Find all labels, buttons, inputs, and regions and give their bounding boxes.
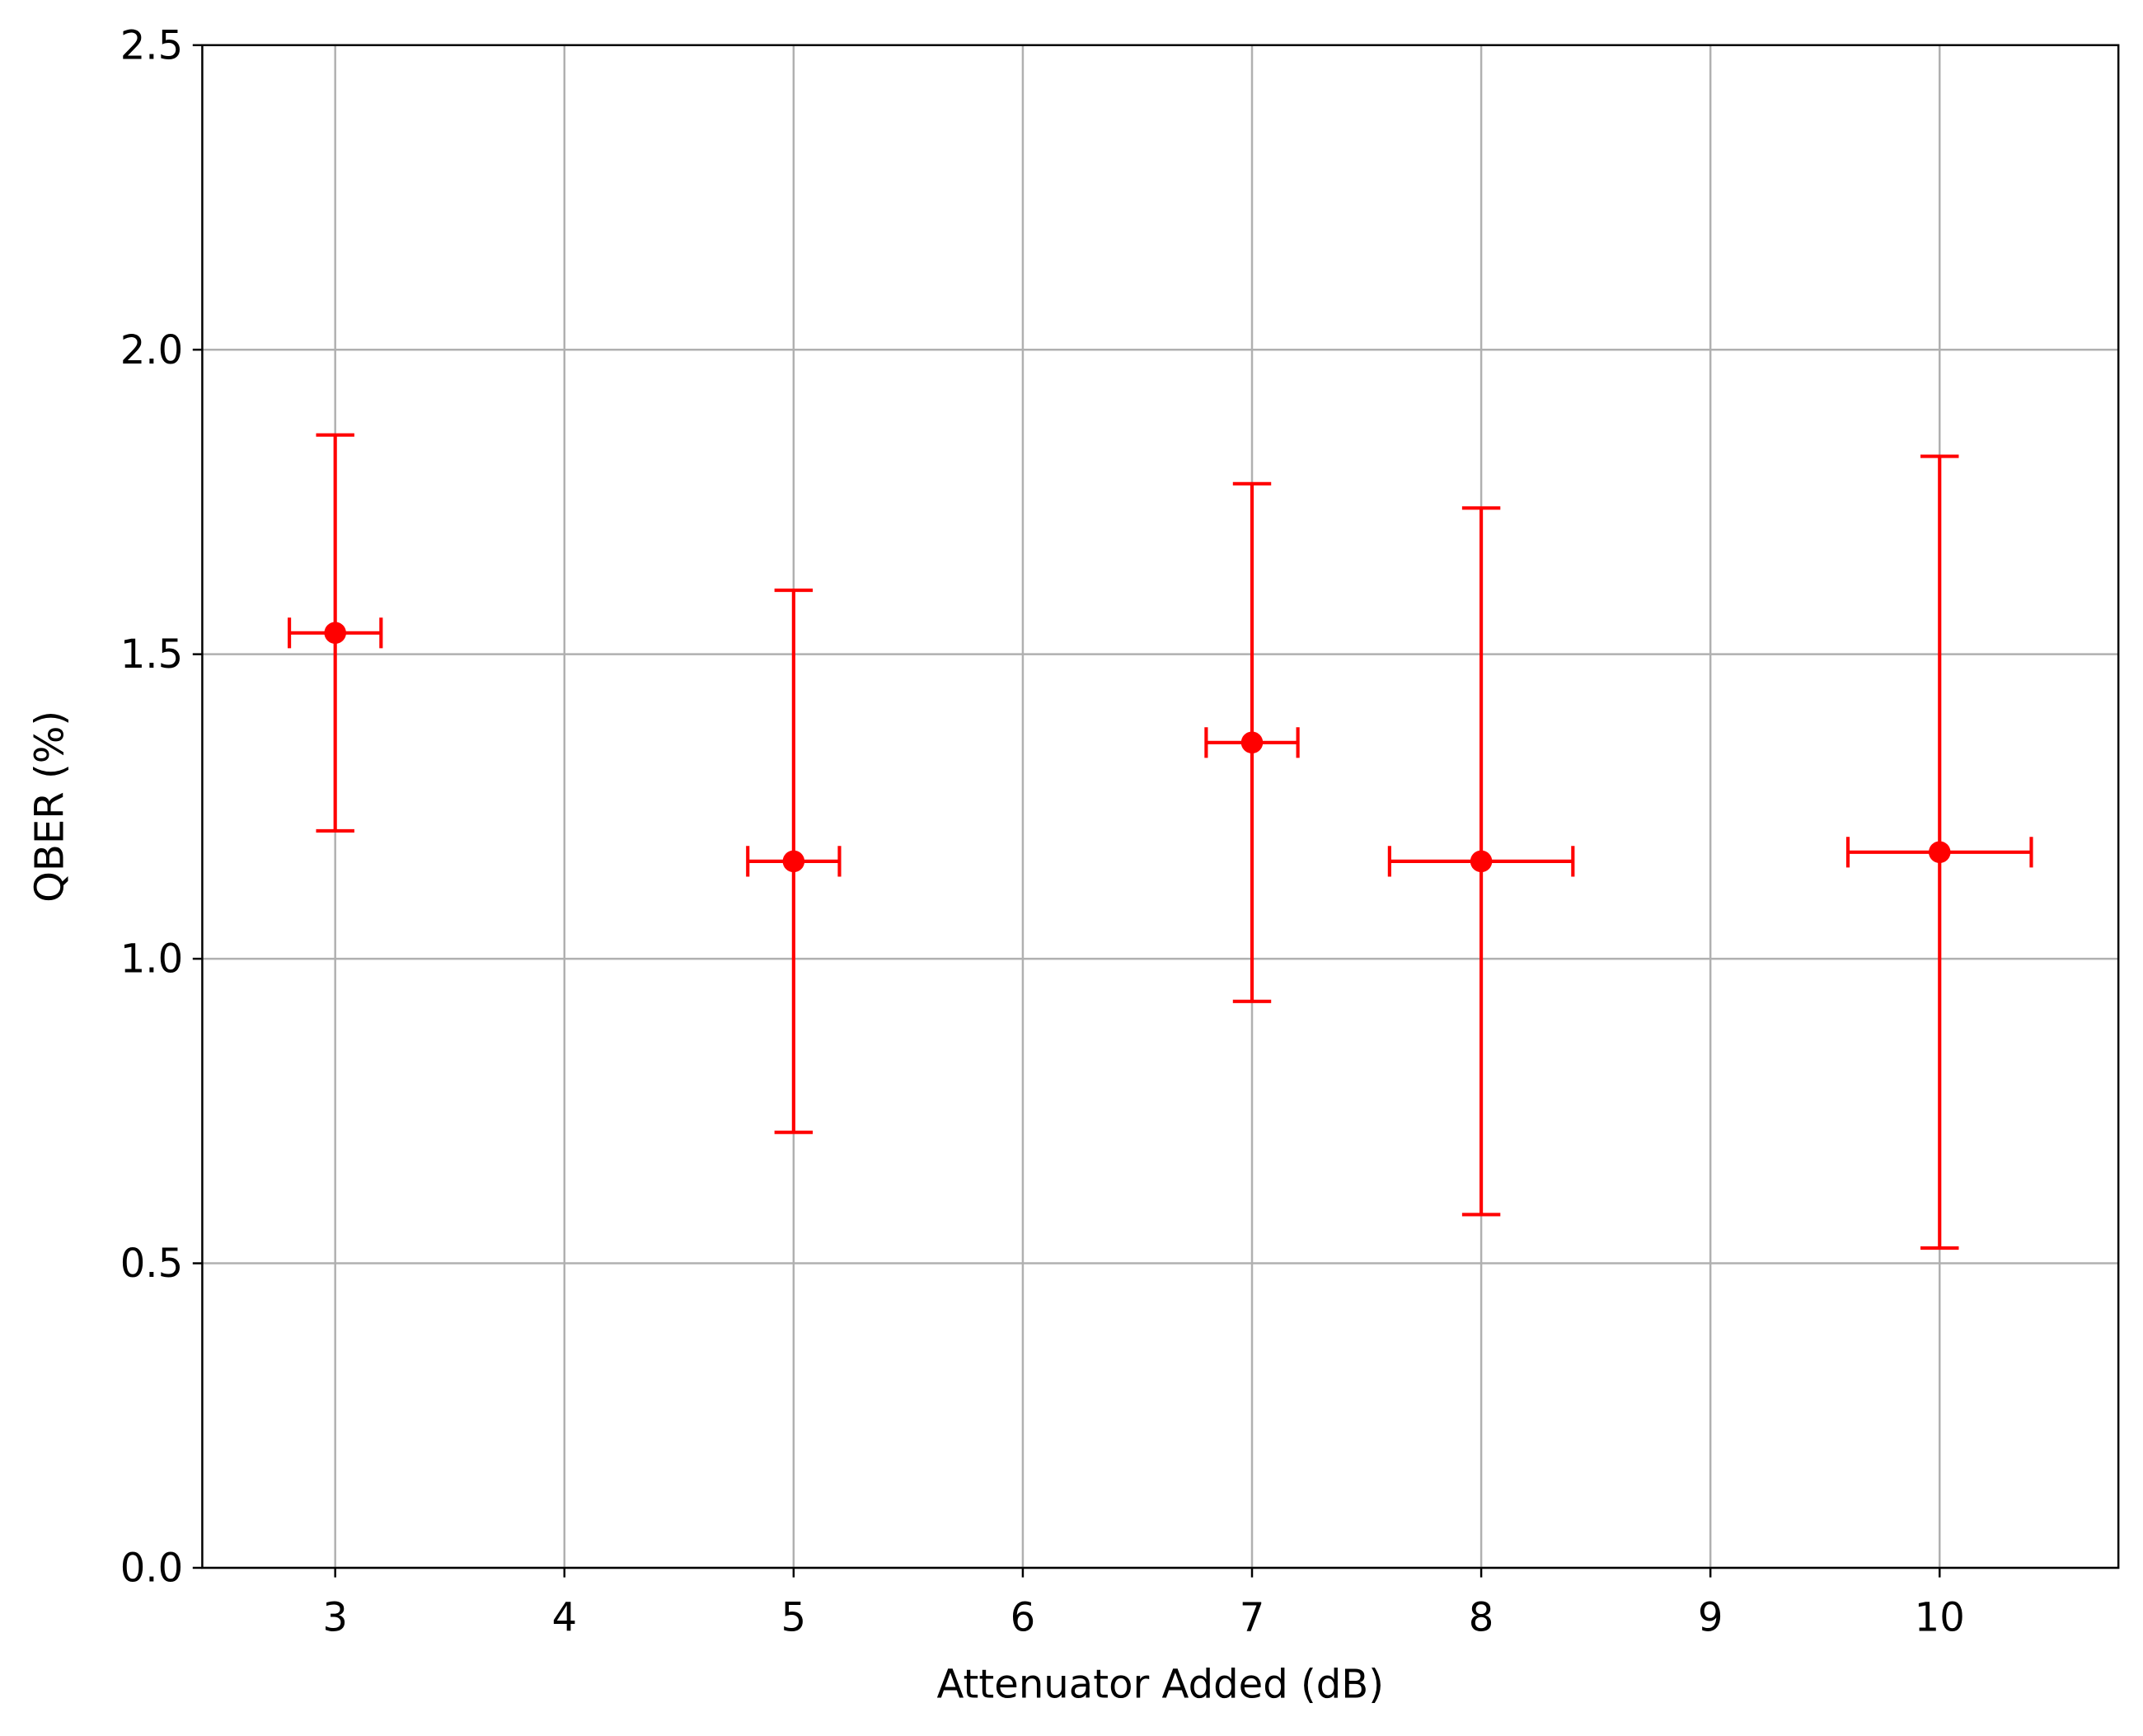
point (782, 850, 805, 873)
point (324, 622, 346, 645)
y-tick-label: 1.5 (120, 631, 183, 678)
y-tick-label: 1.0 (120, 936, 183, 983)
x-tick-label: 6 (1011, 1594, 1036, 1640)
x-tick-label: 9 (1698, 1594, 1723, 1640)
point (1240, 731, 1264, 754)
x-tick-label: 4 (551, 1594, 577, 1640)
point (1470, 850, 1493, 873)
point (1928, 841, 1951, 864)
x-tick-label: 3 (322, 1594, 348, 1640)
y-tick-label: 2.0 (120, 327, 183, 373)
y-tick-label: 0.0 (120, 1546, 183, 1592)
x-tick-label: 5 (781, 1594, 807, 1640)
y-tick-label: 2.5 (120, 22, 183, 68)
x-axis-label: Attenuator Added (dB) (937, 1662, 1385, 1708)
x-tick-label: 8 (1469, 1594, 1494, 1640)
x-tick-label: 7 (1240, 1594, 1265, 1640)
x-tick-label: 10 (1915, 1594, 1965, 1640)
plot-frame (201, 44, 2120, 1569)
y-tick-label: 0.5 (120, 1241, 183, 1287)
y-axis-label: QBER (%) (26, 711, 73, 903)
